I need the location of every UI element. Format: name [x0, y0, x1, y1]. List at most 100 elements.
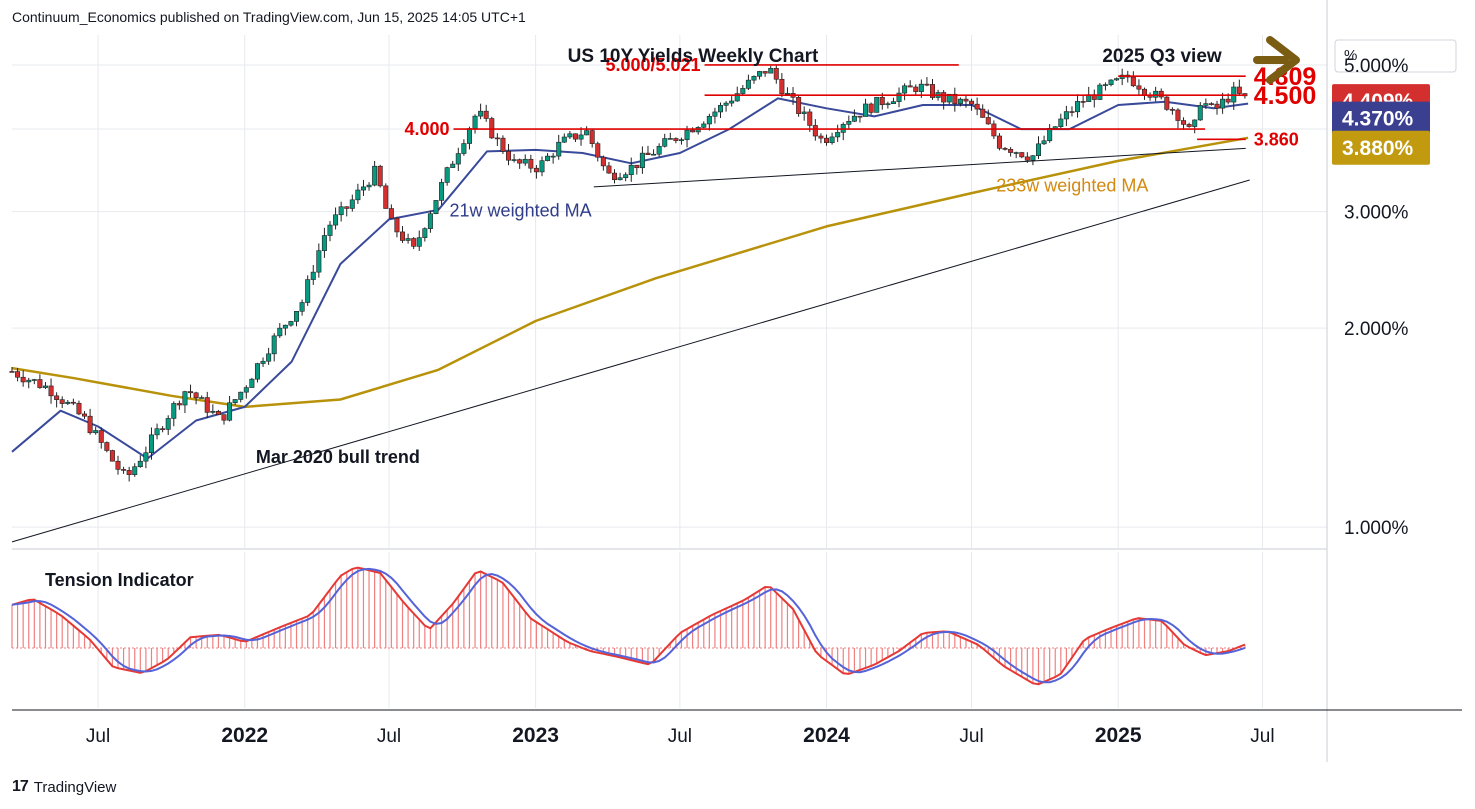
candle-body	[282, 324, 288, 329]
candle-207	[1164, 96, 1170, 111]
candle-body	[65, 401, 71, 404]
candle-body	[974, 103, 980, 110]
candle-214	[1203, 98, 1209, 109]
candle-body	[238, 391, 244, 400]
candle-120	[678, 137, 684, 145]
candle-17	[104, 441, 110, 453]
candle-33	[193, 391, 199, 405]
candle-body	[42, 385, 48, 388]
candle-body	[567, 133, 573, 138]
ma21-line	[11, 97, 1249, 460]
candle-181	[1019, 151, 1025, 159]
trendline-1	[593, 147, 1246, 188]
candle-body	[957, 98, 963, 104]
candle-9	[59, 396, 65, 409]
x-tick-label: 2024	[803, 724, 850, 747]
candle-178	[1002, 147, 1008, 151]
candle-185	[1041, 135, 1047, 146]
candle-body	[9, 371, 15, 373]
candle-body	[1175, 109, 1181, 121]
candle-body	[26, 379, 32, 383]
candle-body	[500, 137, 506, 152]
candle-196	[1102, 82, 1108, 91]
price-badge-2: 3.880%	[1332, 130, 1430, 165]
candle-32	[188, 384, 194, 398]
candle-body	[890, 101, 896, 104]
candle-body	[589, 130, 595, 144]
candle-116	[656, 143, 662, 157]
candle-28	[165, 415, 171, 435]
candle-body	[1063, 111, 1069, 120]
candle-209	[1175, 108, 1181, 129]
candle-body	[132, 466, 138, 475]
candle-1	[15, 367, 21, 382]
candle-46	[266, 347, 272, 365]
right-arrow-icon	[1253, 36, 1300, 84]
candle-body	[126, 470, 132, 475]
y-tick-label: 1.000%	[1344, 518, 1409, 539]
candle-117	[662, 133, 668, 148]
candle-165	[929, 79, 935, 100]
candle-25	[148, 427, 154, 460]
candle-body	[533, 167, 539, 173]
candle-body	[1208, 103, 1214, 105]
candle-56	[321, 227, 327, 258]
candle-body	[1030, 155, 1036, 161]
candle-body	[450, 163, 456, 168]
candle-151	[851, 109, 857, 123]
candle-29	[171, 401, 177, 427]
candle-149	[840, 122, 846, 141]
candle-173	[974, 97, 980, 116]
candle-body	[846, 121, 852, 125]
candle-body	[740, 88, 746, 94]
candle-160	[902, 83, 908, 101]
candle-55	[316, 243, 322, 278]
candle-body	[851, 115, 857, 122]
candle-body	[985, 117, 991, 125]
candle-body	[232, 399, 238, 404]
candle-body	[612, 172, 618, 181]
candle-body	[639, 152, 645, 169]
candle-91	[517, 158, 523, 169]
candle-59	[338, 201, 344, 222]
trendlines	[11, 147, 1250, 543]
candle-183	[1030, 155, 1036, 166]
candle-101	[572, 133, 578, 142]
candle-body	[784, 93, 790, 95]
candle-body	[333, 214, 339, 226]
candle-37	[215, 409, 221, 415]
candle-161	[907, 80, 913, 88]
candle-body	[757, 71, 763, 77]
annotation-0: 21w weighted MA	[450, 200, 592, 220]
candle-159	[896, 87, 902, 108]
candle-body	[572, 133, 578, 140]
candle-body	[15, 371, 21, 378]
candle-body	[929, 84, 935, 98]
candle-body	[260, 360, 266, 364]
candle-6	[42, 382, 48, 389]
candle-body	[1169, 109, 1175, 111]
candle-body	[528, 158, 534, 169]
candle-201	[1130, 71, 1136, 88]
ma21-path	[11, 97, 1249, 460]
candle-body	[1108, 79, 1114, 85]
candle-body	[1058, 118, 1064, 127]
badge-text: 3.880%	[1342, 137, 1414, 160]
candle-body	[338, 206, 344, 216]
candle-179	[1008, 147, 1014, 157]
candle-body	[918, 83, 924, 92]
candle-202	[1136, 79, 1142, 95]
candle-body	[1197, 105, 1203, 121]
candle-23	[137, 455, 143, 468]
candle-body	[1102, 84, 1108, 86]
candle-body	[109, 450, 115, 462]
candle-body	[316, 250, 322, 273]
candle-144	[812, 119, 818, 141]
candle-169	[952, 87, 958, 112]
candle-211	[1186, 122, 1192, 128]
candle-22	[132, 463, 138, 477]
candle-58	[333, 207, 339, 230]
candle-39	[227, 396, 233, 422]
candle-67	[383, 183, 389, 209]
